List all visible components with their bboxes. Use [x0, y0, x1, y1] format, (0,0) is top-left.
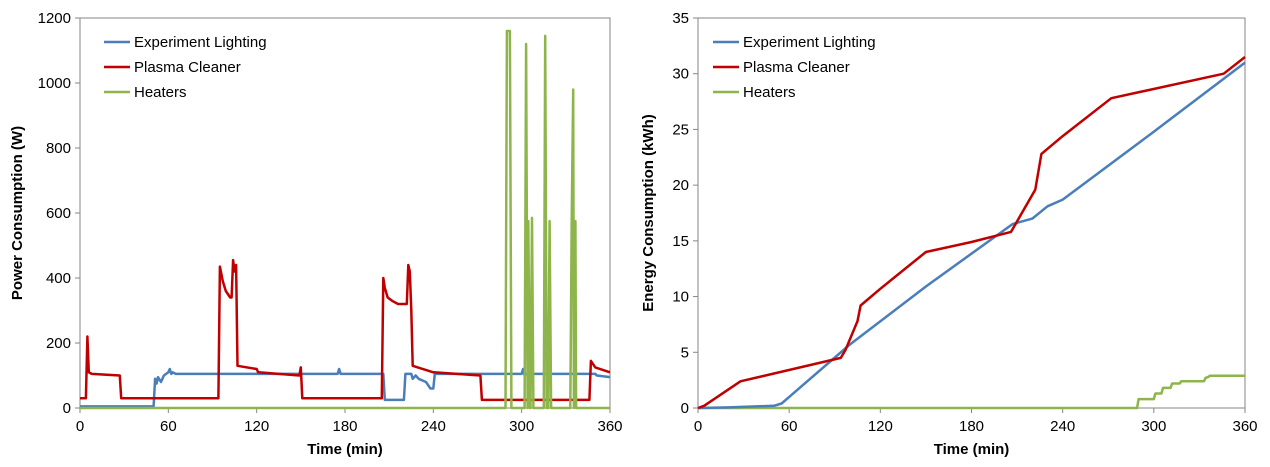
series-line-plasma-cleaner	[697, 56, 1246, 410]
y-tick-label: 1200	[38, 10, 71, 27]
x-axis-title: Time (min)	[307, 441, 383, 458]
legend-label-plasma-cleaner: Plasma Cleaner	[134, 59, 241, 76]
series-line-experiment-lighting	[697, 61, 1246, 410]
legend-label-experiment-lighting: Experiment Lighting	[743, 34, 876, 51]
y-tick-label: 600	[46, 205, 71, 222]
y-tick-label: 15	[672, 233, 689, 250]
plot-area	[697, 17, 1246, 409]
y-tick-label: 800	[46, 140, 71, 157]
y-tick-label: 10	[672, 289, 689, 306]
x-tick-label: 300	[509, 418, 534, 435]
x-tick-label: 0	[76, 418, 84, 435]
x-tick-label: 180	[959, 418, 984, 435]
x-tick-label: 240	[1050, 418, 1075, 435]
y-axis-title: Power Consumption (W)	[9, 126, 26, 300]
x-tick-label: 120	[244, 418, 269, 435]
y-tick-label: 25	[672, 121, 689, 138]
y-axis-title: Energy Consumption (kWh)	[640, 114, 657, 312]
y-tick-label: 20	[672, 177, 689, 194]
series-line-plasma-cleaner	[80, 258, 611, 402]
x-tick-label: 60	[160, 418, 177, 435]
series-line-experiment-lighting	[80, 367, 611, 408]
y-tick-label: 1000	[38, 75, 71, 92]
x-tick-label: 360	[1232, 418, 1257, 435]
legend-label-heaters: Heaters	[743, 84, 796, 101]
y-tick-label: 5	[681, 344, 689, 361]
legend-label-plasma-cleaner: Plasma Cleaner	[743, 59, 850, 76]
legend-label-experiment-lighting: Experiment Lighting	[134, 34, 267, 51]
series-line-heaters	[80, 29, 610, 410]
x-tick-label: 120	[868, 418, 893, 435]
y-tick-label: 30	[672, 66, 689, 83]
x-axis-title: Time (min)	[934, 441, 1010, 458]
x-tick-label: 180	[332, 418, 357, 435]
series-line-heaters	[698, 374, 1245, 410]
legend-label-heaters: Heaters	[134, 84, 187, 101]
power-consumption-chart: 0 60 120 180 240 300 360 0 200 400 600 800 1000 1200 T…	[9, 10, 623, 458]
x-tick-label: 300	[1141, 418, 1166, 435]
y-tick-label: 0	[681, 400, 689, 417]
energy-consumption-chart: 0 60 120 180 240 300 360 0 5 10 15 20 25 30 35 Time (mi…	[640, 10, 1258, 458]
y-tick-label: 35	[672, 10, 689, 27]
plot-area	[79, 17, 611, 409]
x-tick-label: 240	[421, 418, 446, 435]
x-tick-label: 0	[694, 418, 702, 435]
x-tick-label: 60	[781, 418, 798, 435]
y-tick-label: 0	[63, 400, 71, 417]
y-tick-label: 400	[46, 270, 71, 287]
x-tick-label: 360	[597, 418, 622, 435]
y-tick-label: 200	[46, 335, 71, 352]
